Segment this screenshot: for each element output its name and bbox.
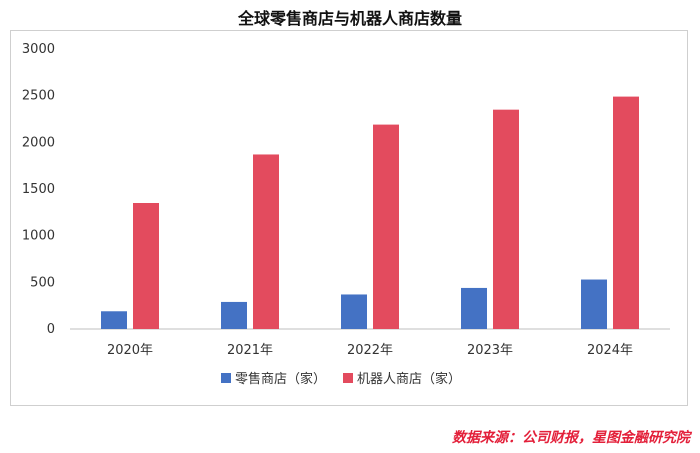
source-note: 数据来源：公司财报，星图金融研究院 <box>452 430 690 446</box>
y-tick-label: 1500 <box>22 182 55 197</box>
bar-robot <box>253 154 279 329</box>
chart-frame <box>10 30 688 406</box>
bar-retail <box>101 311 127 329</box>
y-tick-label: 1000 <box>22 229 55 244</box>
bar-retail <box>461 287 487 329</box>
x-tick-label: 2023年 <box>467 343 513 358</box>
bar-retail <box>581 279 607 329</box>
legend: 零售商店（家） 机器人商店（家） <box>221 371 461 387</box>
legend-label: 零售商店（家） <box>235 371 326 387</box>
bar-robot <box>373 124 399 329</box>
bar-retail <box>341 294 367 329</box>
x-tick-label: 2022年 <box>347 343 393 358</box>
y-tick-label: 3000 <box>22 42 55 57</box>
bar-robot <box>613 96 639 329</box>
y-tick-label: 2000 <box>22 135 55 150</box>
y-tick-label: 500 <box>30 275 55 290</box>
y-tick-label: 0 <box>47 322 55 337</box>
bar-retail <box>221 301 247 329</box>
x-axis-ticks: 2020年 2021年 2022年 2023年 2024年 <box>107 343 633 358</box>
legend-label: 机器人商店（家） <box>357 371 461 387</box>
x-tick-label: 2021年 <box>227 343 273 358</box>
x-tick-label: 2024年 <box>587 343 633 358</box>
bar-robot <box>493 109 519 330</box>
y-tick-label: 2500 <box>22 89 55 104</box>
bars <box>101 96 639 330</box>
bar-robot <box>133 203 159 329</box>
legend-swatch <box>343 373 353 383</box>
chart-title: 全球零售商店与机器人商店数量 <box>237 9 462 28</box>
x-tick-label: 2020年 <box>107 343 153 358</box>
legend-swatch <box>221 373 231 383</box>
y-axis-ticks: 0 500 1000 1500 2000 2500 3000 <box>22 42 55 337</box>
